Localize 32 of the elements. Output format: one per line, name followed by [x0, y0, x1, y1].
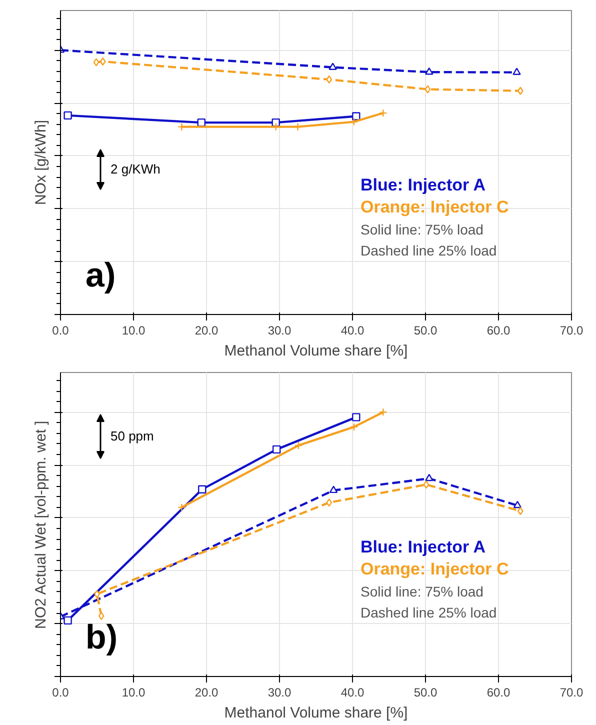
annotation: a)	[86, 256, 116, 294]
annotation: 50 ppm	[110, 428, 154, 444]
x-tick-label: 50.0	[414, 686, 438, 700]
annotation: Blue: Injector A	[360, 538, 486, 556]
x-tick-label: 40.0	[340, 324, 365, 338]
x-tick-label: 50.0	[414, 324, 438, 338]
x-tick-label: 30.0	[268, 324, 292, 338]
annotation: b)	[86, 618, 118, 656]
x-tick-label: 60.0	[486, 686, 511, 700]
y-axis-title: NOx [g/kWh]	[32, 120, 50, 206]
x-tick-label: 10.0	[122, 324, 146, 338]
x-tick-label: 30.0	[268, 686, 292, 700]
x-tick-label: 0.0	[52, 686, 70, 700]
annotation: Dashed line 25% load	[360, 604, 497, 620]
x-tick-label: 10.0	[122, 686, 146, 700]
annotation: Orange: Injector C	[360, 198, 509, 216]
annotation: Solid line: 75% load	[360, 584, 484, 600]
x-tick-label: 0.0	[52, 324, 70, 338]
x-tick-label: 60.0	[486, 324, 511, 338]
x-axis-title: Methanol Volume share [%]	[224, 704, 408, 722]
x-tick-label: 40.0	[340, 686, 365, 700]
y-axis-title: NO2 Actual Wet [vol-ppm. wet ]	[32, 420, 50, 629]
annotation: Dashed line 25% load	[360, 242, 497, 258]
annotation: Orange: Injector C	[360, 560, 509, 578]
annotation: Blue: Injector A	[360, 176, 486, 194]
annotation: Solid line: 75% load	[360, 222, 484, 238]
x-tick-label: 20.0	[194, 324, 219, 338]
x-tick-label: 70.0	[560, 324, 584, 338]
x-axis-title: Methanol Volume share [%]	[224, 342, 408, 360]
annotation: 2 g/KWh	[110, 162, 160, 176]
x-tick-label: 70.0	[560, 686, 584, 700]
x-tick-label: 20.0	[194, 686, 219, 700]
